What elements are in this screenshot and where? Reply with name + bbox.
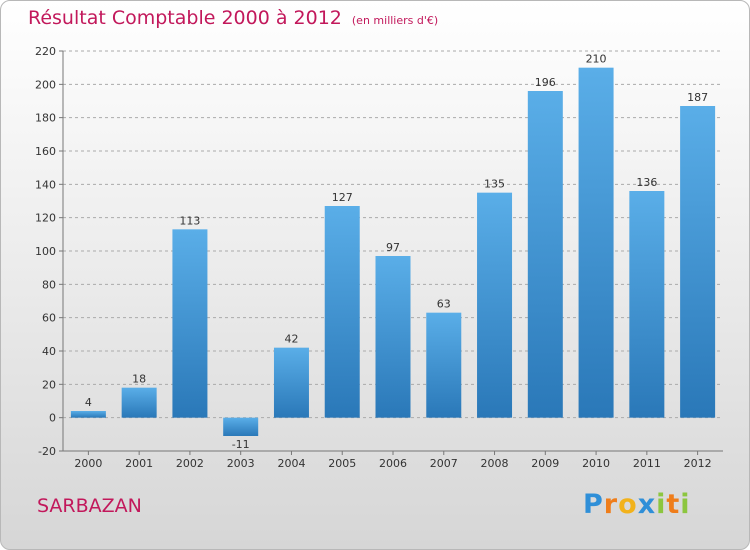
y-tick-label: 20 [42, 378, 56, 391]
bar-2003 [223, 417, 259, 436]
x-tick-label: 2003 [227, 457, 255, 470]
y-tick-label: 140 [35, 178, 56, 191]
bar-2002 [172, 229, 208, 418]
value-label: 127 [332, 191, 353, 204]
value-label: 4 [85, 396, 92, 409]
value-label: 63 [437, 298, 451, 311]
bar-2001 [121, 387, 157, 418]
bar-2004 [273, 347, 309, 418]
bar-2011 [629, 191, 665, 418]
value-label: -11 [232, 438, 250, 451]
y-tick-label: -20 [38, 445, 56, 458]
x-tick-label: 2009 [531, 457, 559, 470]
bars [70, 67, 716, 436]
value-label: 187 [687, 91, 708, 104]
value-label: 97 [386, 241, 400, 254]
x-tick-label: 2005 [328, 457, 356, 470]
value-label: 42 [284, 333, 298, 346]
y-tick-label: 220 [35, 45, 56, 58]
labels: -20 0 20 40 60 80 100 120 140 160 180 200 220 2000 4 20… [35, 45, 712, 470]
x-tick-label: 2006 [379, 457, 407, 470]
x-tick-label: 2012 [684, 457, 712, 470]
y-tick-label: 0 [49, 412, 56, 425]
axes [59, 50, 723, 455]
x-tick-label: 2004 [277, 457, 305, 470]
value-label: 196 [535, 76, 556, 89]
x-tick-label: 2002 [176, 457, 204, 470]
bar-2005 [324, 206, 360, 418]
y-tick-label: 160 [35, 145, 56, 158]
chart-subtitle: (en milliers d'€) [351, 14, 439, 27]
chart-title: Résultat Comptable 2000 à 2012 (en millie… [28, 7, 438, 29]
value-label: 113 [179, 214, 200, 227]
y-tick-label: 100 [35, 245, 56, 258]
bar-2009 [527, 91, 563, 418]
y-tick-label: 180 [35, 112, 56, 125]
bar-2010 [578, 67, 614, 418]
x-tick-label: 2008 [481, 457, 509, 470]
y-tick-label: 40 [42, 345, 56, 358]
x-tick-label: 2010 [582, 457, 610, 470]
x-tick-label: 2007 [430, 457, 458, 470]
value-label: 210 [586, 53, 607, 66]
x-tick-label: 2001 [125, 457, 153, 470]
y-tick-label: 120 [35, 212, 56, 225]
y-tick-label: 200 [35, 78, 56, 91]
bar-2012 [680, 106, 716, 418]
y-tick-label: 60 [42, 312, 56, 325]
chart-title-text: Résultat Comptable 2000 à 2012 [28, 7, 342, 29]
value-label: 136 [636, 176, 657, 189]
y-tick-label: 80 [42, 278, 56, 291]
x-tick-label: 2011 [633, 457, 661, 470]
x-tick-label: 2000 [74, 457, 102, 470]
value-label: 18 [132, 373, 146, 386]
value-label: 135 [484, 178, 505, 191]
bar-2006 [375, 256, 411, 418]
bar-2000 [70, 411, 106, 418]
bar-2007 [426, 312, 462, 418]
bar-2008 [477, 192, 513, 418]
commune-name: SARBAZAN [37, 495, 142, 517]
proxiti-logo: Proxiti [583, 489, 691, 520]
